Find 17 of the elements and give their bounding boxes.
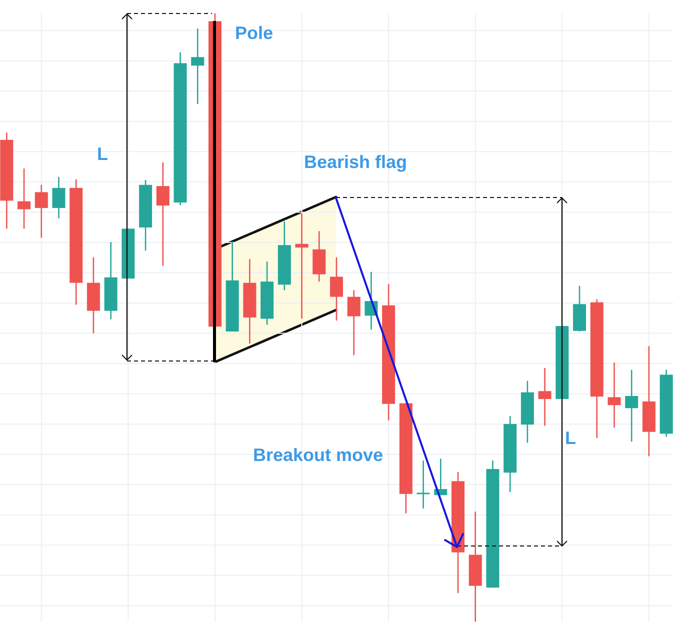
annotation: Pole (235, 23, 274, 43)
candlestick (52, 176, 65, 219)
annotation: Bearish flag (304, 152, 408, 172)
candlestick (538, 367, 551, 426)
candlestick (624, 369, 638, 442)
candlestick (294, 212, 308, 320)
candlestick (607, 362, 620, 428)
annotation: L (97, 144, 108, 164)
candlestick (329, 256, 342, 322)
candlestick (17, 168, 30, 230)
candlestick (416, 460, 430, 510)
candlestick (34, 184, 48, 238)
annotation: L (565, 428, 576, 448)
candlestick (156, 162, 169, 266)
annotation: Breakout move (253, 445, 384, 465)
candlestick (346, 289, 360, 356)
candlestick (190, 28, 204, 105)
